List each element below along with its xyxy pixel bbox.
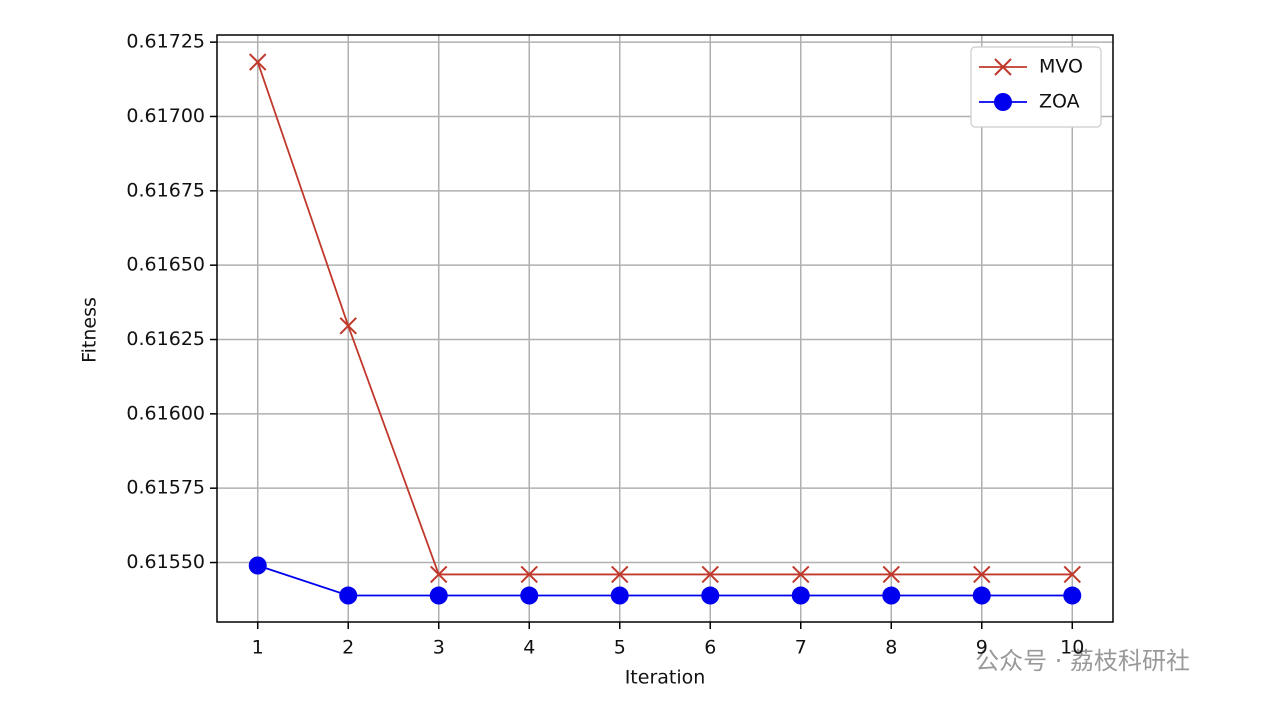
data-point <box>1063 586 1082 605</box>
y-tick-label: 0.61725 <box>126 31 205 53</box>
series-line <box>256 61 1073 576</box>
marker-stroke <box>430 565 448 584</box>
data-point <box>791 586 810 605</box>
data-point <box>430 565 448 584</box>
marker-stroke <box>973 565 991 584</box>
y-tick-label: 0.61550 <box>126 551 205 573</box>
data-point <box>520 565 538 584</box>
data-point <box>520 586 539 605</box>
y-tick-label: 0.61625 <box>126 328 205 350</box>
x-tick-label: 3 <box>433 637 445 659</box>
data-point <box>701 565 719 584</box>
marker-stroke <box>882 565 900 584</box>
data-point <box>792 565 810 584</box>
x-tick-label: 5 <box>614 637 626 659</box>
x-tick-label: 6 <box>704 637 716 659</box>
data-point <box>610 586 629 605</box>
data-point <box>248 556 267 575</box>
y-tick-label: 0.61600 <box>126 402 205 424</box>
y-tick-label: 0.61650 <box>126 254 205 276</box>
y-tick-label: 0.61675 <box>126 179 205 201</box>
marker-stroke <box>611 565 629 584</box>
data-point <box>882 586 901 605</box>
x-tick-label: 10 <box>1060 637 1084 659</box>
y-tick-label: 0.61700 <box>126 105 205 127</box>
series-line <box>257 564 1073 597</box>
data-point <box>429 586 448 605</box>
legend-label: MVO <box>1039 56 1083 78</box>
y-tick-label: 0.61575 <box>126 477 205 499</box>
marker-stroke <box>520 565 538 584</box>
x-tick-label: 4 <box>523 637 535 659</box>
plot-frame <box>216 34 1114 623</box>
data-point <box>339 586 358 605</box>
marker-stroke <box>249 53 267 71</box>
legend-marker <box>994 93 1012 111</box>
data-point <box>882 565 900 584</box>
data-point <box>973 565 991 584</box>
legend-marker <box>994 58 1012 76</box>
legend-label: ZOA <box>1039 91 1080 113</box>
marker-stroke <box>792 565 810 584</box>
data-point <box>611 565 629 584</box>
x-tick-label: 9 <box>976 637 988 659</box>
data-point <box>1063 565 1081 584</box>
x-axis-label: Iteration <box>625 667 706 689</box>
x-tick-label: 7 <box>795 637 807 659</box>
marker-stroke <box>1063 565 1081 584</box>
marker-stroke <box>339 317 357 335</box>
marker-stroke <box>701 565 719 584</box>
data-point <box>972 586 991 605</box>
data-point <box>249 53 267 71</box>
data-point <box>701 586 720 605</box>
x-tick-label: 1 <box>252 637 264 659</box>
y-axis-label: Fitness <box>79 297 101 363</box>
x-tick-label: 8 <box>885 637 897 659</box>
marker-stroke <box>994 58 1012 76</box>
watermark: 公众号 · 荔枝科研社 <box>975 647 1190 675</box>
x-tick-label: 2 <box>342 637 354 659</box>
data-point <box>339 317 357 335</box>
